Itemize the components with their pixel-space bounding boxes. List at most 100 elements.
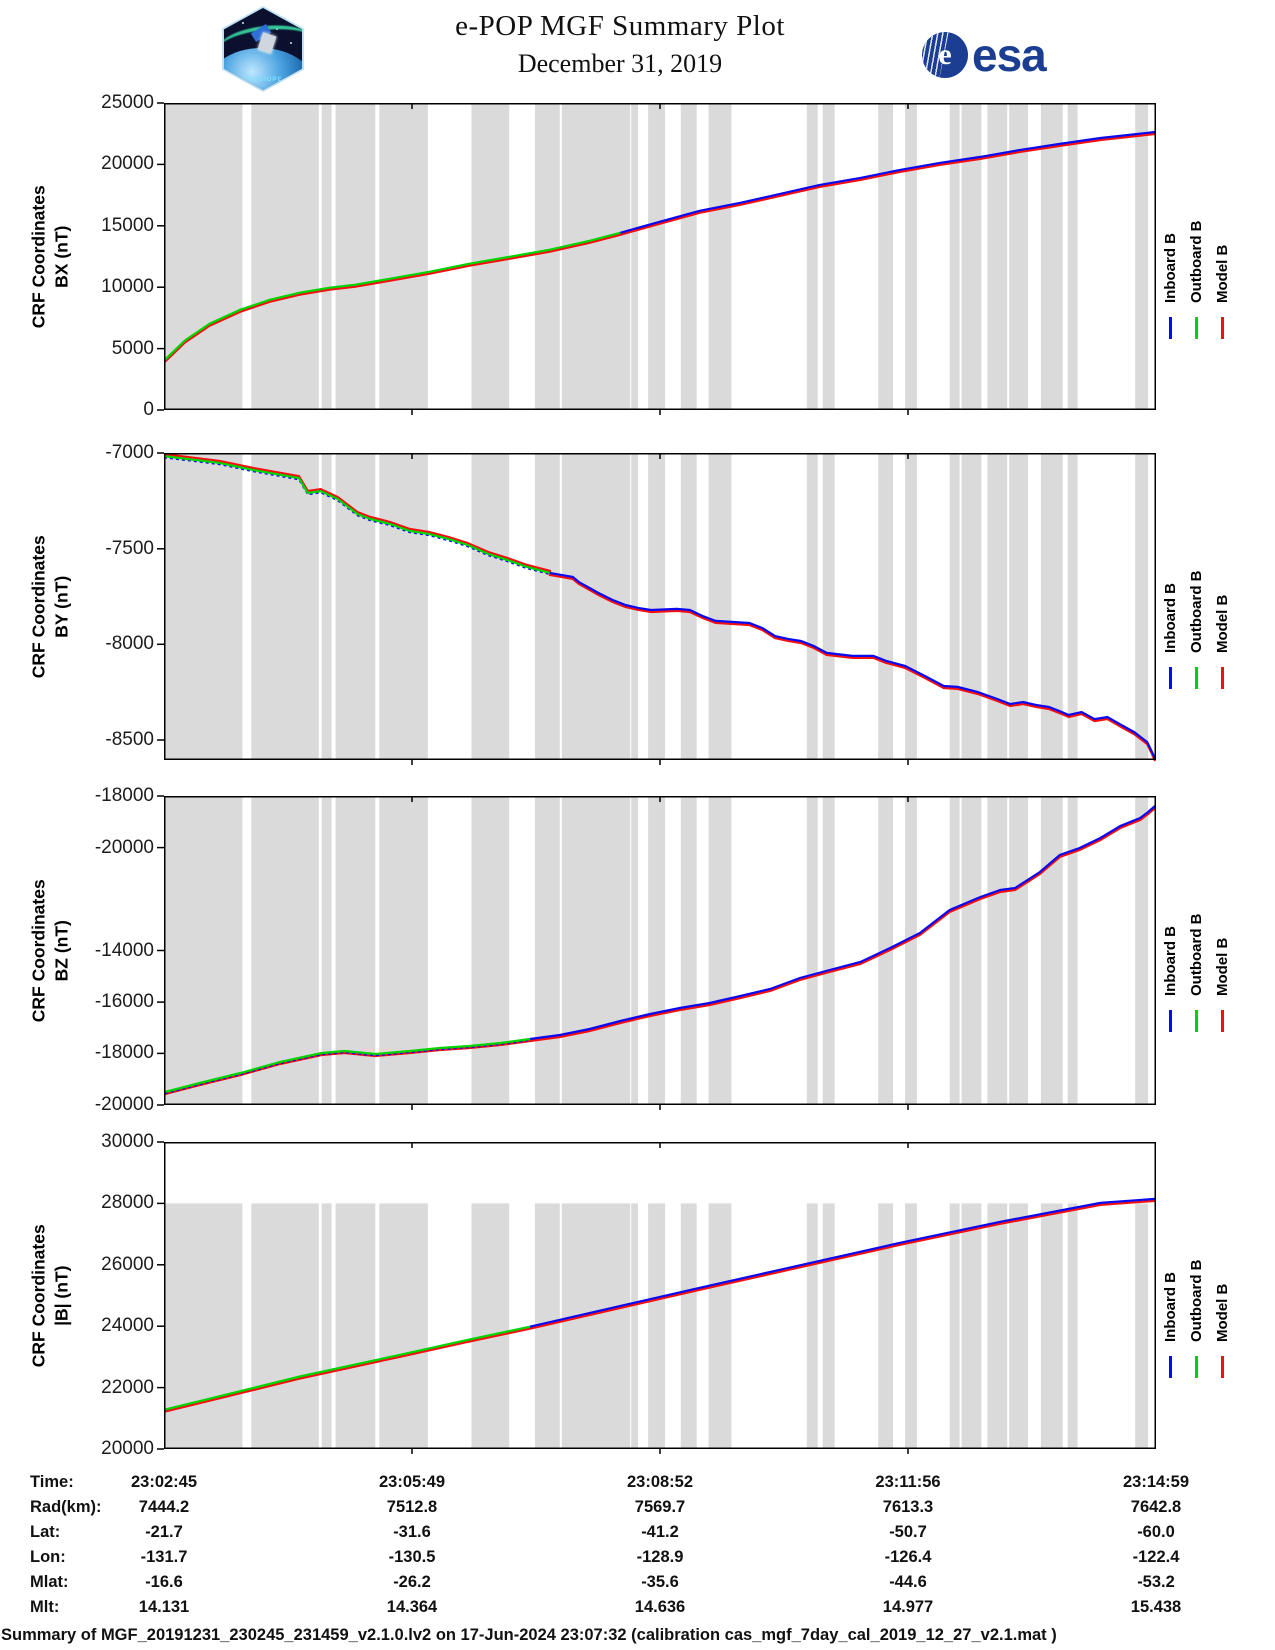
data-gap-band — [1009, 103, 1028, 410]
patch-mission-name: CASSIOPE — [243, 77, 283, 83]
table-cell: -53.2 — [1137, 1573, 1175, 1591]
data-gap-band — [987, 453, 1008, 760]
data-gap-band — [708, 103, 732, 410]
data-gap-band — [987, 103, 1008, 410]
outboard-b-line — [164, 231, 621, 361]
data-gap-band — [251, 1203, 319, 1449]
legend-line-sample — [1195, 1356, 1198, 1378]
legend-entry: Model B — [1212, 501, 1233, 689]
data-gap-band — [335, 1203, 376, 1449]
data-gap-band — [680, 796, 697, 1105]
table-row-label: Lon: — [30, 1548, 66, 1566]
patch-stars — [242, 22, 244, 24]
table-cell: 7642.8 — [1130, 1498, 1182, 1516]
legend-entry: Model B — [1212, 151, 1233, 339]
table-cell: -41.2 — [641, 1523, 679, 1541]
table-cell: -122.4 — [1132, 1548, 1180, 1566]
data-gap-band — [1009, 796, 1028, 1105]
legend-label: Model B — [1214, 1283, 1231, 1342]
data-gap-band — [878, 1203, 894, 1449]
legend-entry: Outboard B — [1186, 1190, 1207, 1378]
y-tick-label: 0 — [143, 399, 154, 420]
data-gap-band — [949, 453, 960, 760]
legend-label: Inboard B — [1162, 1272, 1179, 1342]
table-cell: -128.9 — [636, 1548, 684, 1566]
y-tick-label: -16000 — [94, 991, 154, 1013]
inboard-b-line — [529, 805, 1156, 1041]
legend-entry: Inboard B — [1160, 1190, 1181, 1378]
table-row-label: Lat: — [30, 1523, 61, 1541]
data-gap-band — [1067, 453, 1078, 760]
data-gap-band — [1009, 1203, 1028, 1449]
table-cell: -60.0 — [1137, 1523, 1175, 1541]
legend-line-sample — [1169, 667, 1172, 689]
data-gap-band — [335, 796, 376, 1105]
data-gap-band — [379, 796, 428, 1105]
data-gap-band — [1135, 1203, 1149, 1449]
legend-line-sample — [1195, 1010, 1198, 1032]
panel-legend: Inboard B Outboard B Model B — [1160, 1190, 1233, 1378]
data-gap-band — [335, 103, 376, 410]
y-tick-label: -20000 — [94, 836, 154, 858]
data-gap-band — [251, 103, 319, 410]
legend-entry: Model B — [1212, 1190, 1233, 1378]
page-title: e-POP MGF Summary Plot — [455, 10, 785, 42]
data-gap-band — [822, 103, 835, 410]
model-b-line — [163, 453, 1157, 762]
data-gap-band — [905, 453, 917, 760]
data-gap-band — [321, 1203, 332, 1449]
esa-wordmark: esa — [972, 29, 1047, 81]
y-tick-label: 20000 — [101, 1438, 154, 1459]
table-row-label: Time: — [30, 1473, 74, 1491]
data-gap-band — [165, 453, 243, 760]
y-tick-label: 20000 — [101, 153, 154, 175]
data-gap-band — [987, 796, 1008, 1105]
data-gap-band — [165, 103, 243, 410]
panel-4-plot — [157, 1141, 1156, 1454]
table-cell: -31.6 — [393, 1523, 431, 1541]
data-gap-band — [949, 796, 960, 1105]
table-cell: 23:08:52 — [626, 1473, 694, 1491]
legend-line-sample — [1169, 1010, 1172, 1032]
data-gap-band — [708, 1203, 732, 1449]
model-b-line — [164, 132, 1156, 363]
data-gap-band — [961, 103, 982, 410]
legend-label: Inboard B — [1162, 233, 1179, 303]
data-gap-band — [806, 103, 818, 410]
legend-label: Outboard B — [1188, 1259, 1205, 1343]
data-gap-band — [949, 103, 960, 410]
y-tick-label: 25000 — [101, 92, 154, 113]
legend-entry: Outboard B — [1186, 844, 1207, 1032]
data-gap-band — [1040, 1203, 1063, 1449]
data-gap-band — [949, 1203, 960, 1449]
inboard-b-fringe — [163, 457, 551, 576]
data-gap-band — [1067, 103, 1078, 410]
data-gap-band — [822, 796, 835, 1105]
panel-legend: Inboard B Outboard B Model B — [1160, 151, 1233, 339]
data-gap-band — [905, 796, 917, 1105]
data-gap-band — [961, 1203, 982, 1449]
data-gap-band — [1040, 103, 1063, 410]
data-gap-band — [961, 453, 982, 760]
outboard-b-line — [164, 1325, 531, 1411]
table-cell: -130.5 — [388, 1548, 436, 1566]
legend-line-sample — [1195, 667, 1198, 689]
data-gap-band — [822, 453, 835, 760]
data-gap-band — [1067, 1203, 1078, 1449]
y-tick-label: 30000 — [101, 1131, 154, 1152]
y-tick-label: -8000 — [105, 633, 154, 655]
data-gap-band — [806, 1203, 818, 1449]
table-cell: -131.7 — [140, 1548, 188, 1566]
data-gap-band — [379, 103, 428, 410]
data-gap-band — [961, 796, 982, 1105]
legend-line-sample — [1221, 317, 1224, 339]
table-cell: 7512.8 — [386, 1498, 438, 1516]
mission-patch-logo: CASSIOPE — [222, 6, 304, 92]
y-tick-label: 5000 — [111, 337, 154, 359]
data-gap-band — [1040, 796, 1063, 1105]
data-gap-band — [987, 1203, 1008, 1449]
plot-header: e-POP MGF Summary Plot December 31, 2019 — [340, 10, 900, 79]
inboard-b-line — [549, 571, 1157, 760]
model-b-line — [164, 1199, 1156, 1413]
